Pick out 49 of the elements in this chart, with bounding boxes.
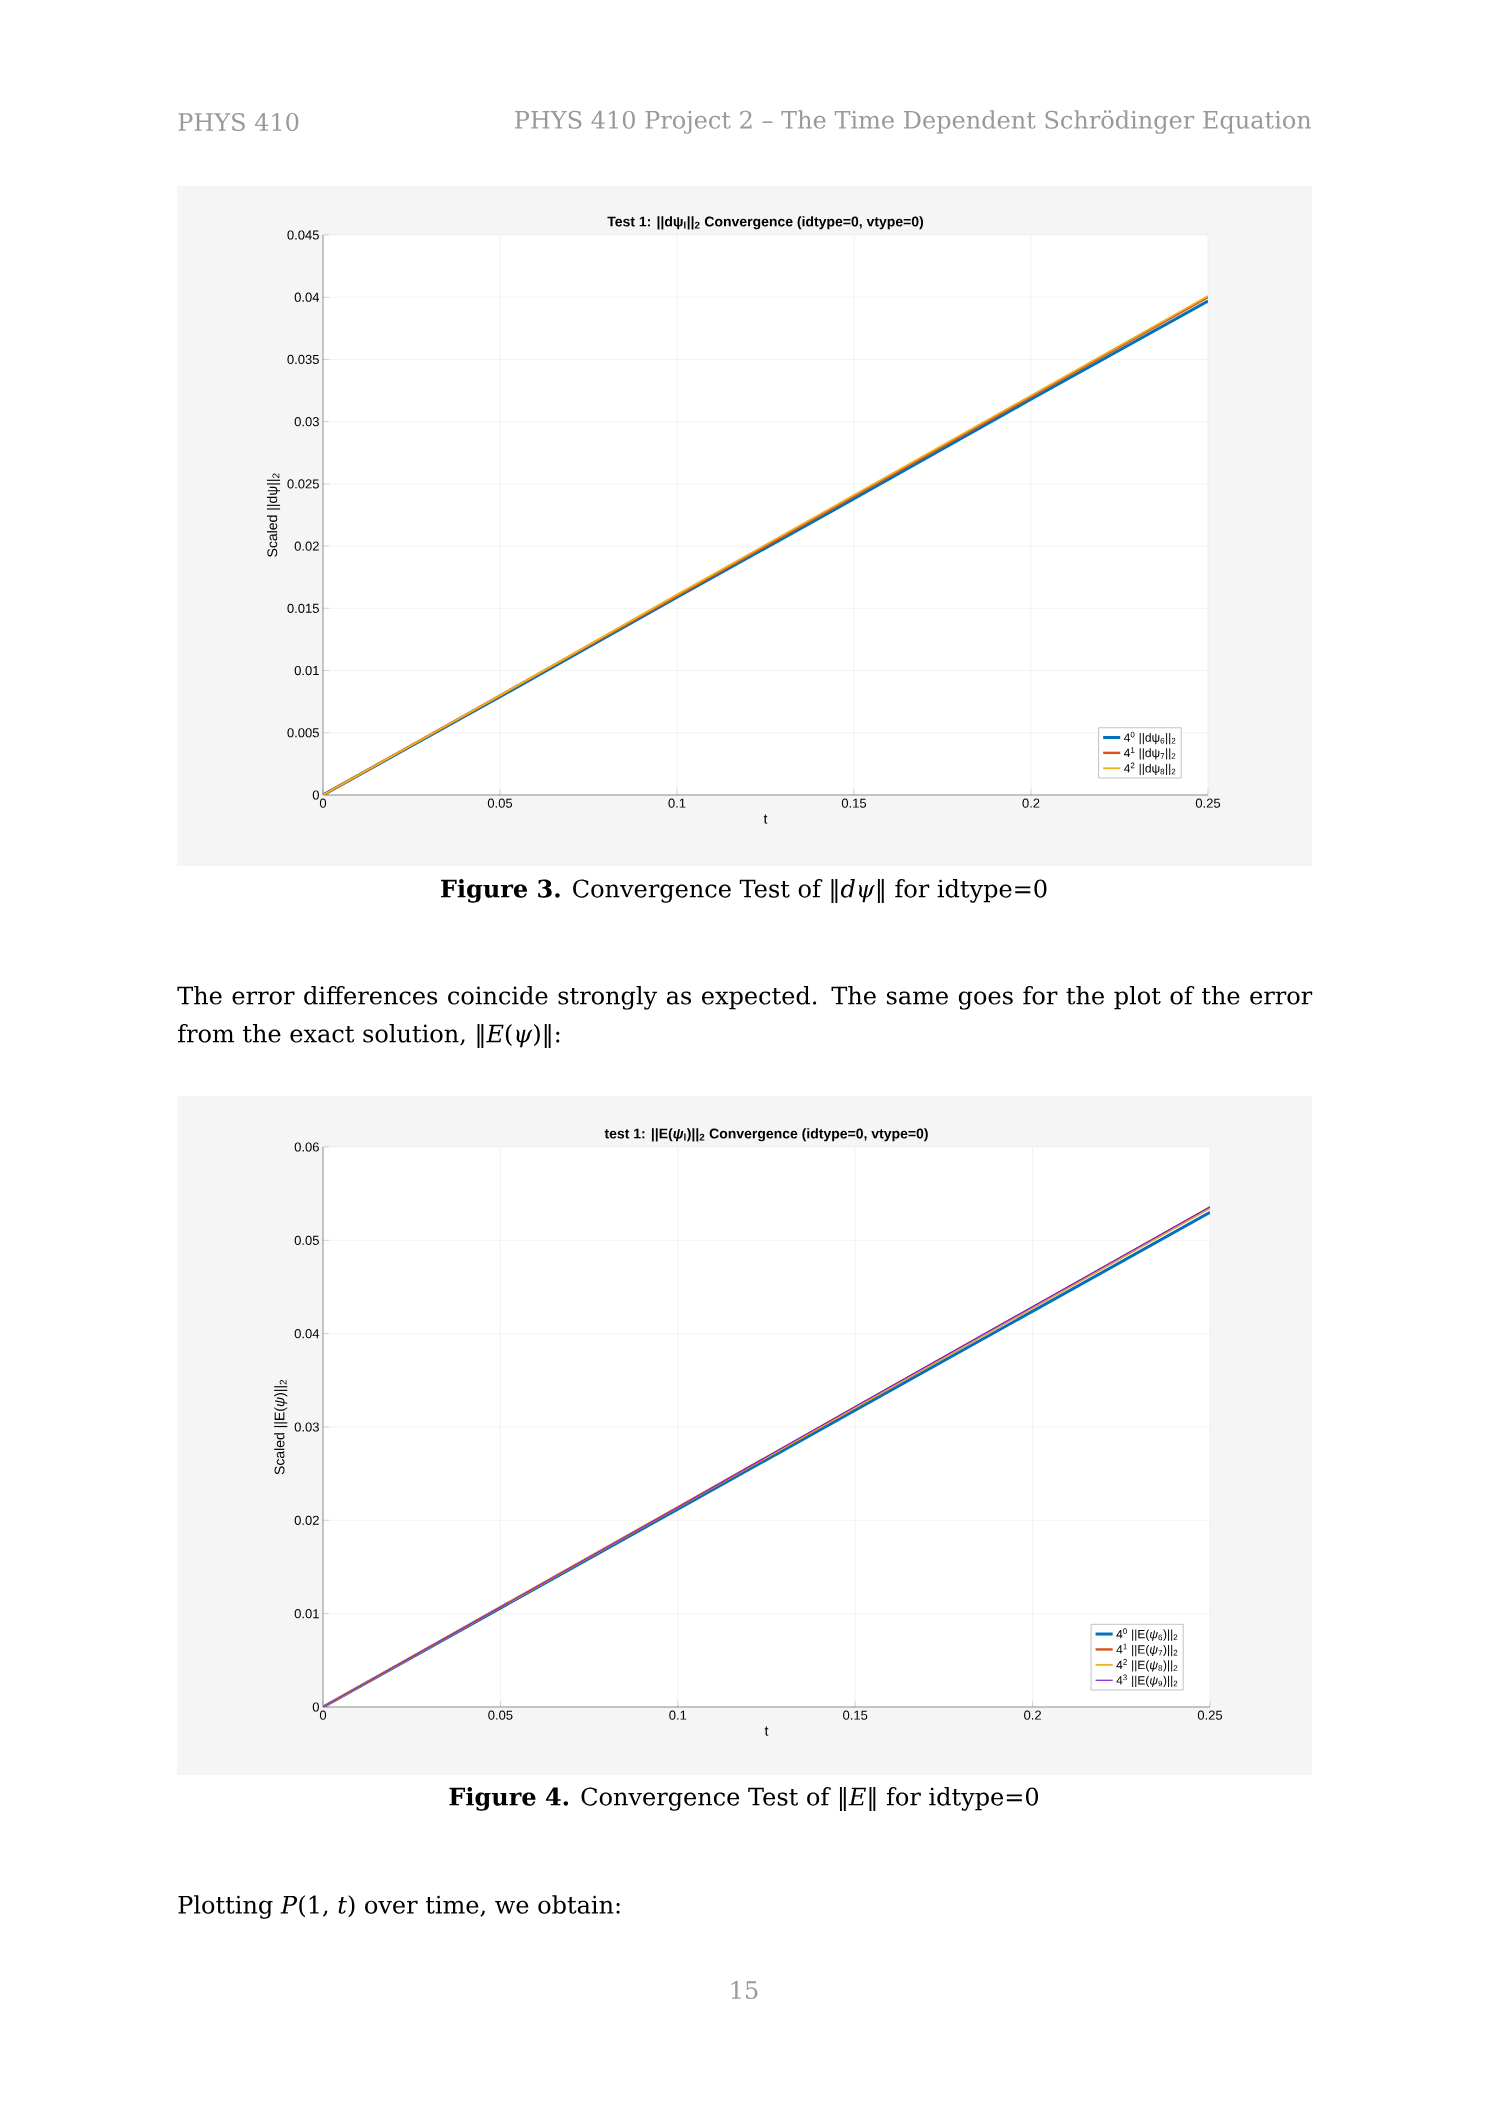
y-tick-label: 0.04 [294, 292, 320, 302]
y-tick-label: 0.01 [294, 1609, 319, 1619]
legend-label: 4$^{0}$ ||E(ψ$_{6}$)||$_{2}$ [1116, 1628, 1178, 1641]
x-tick-label: 0.1 [668, 798, 686, 808]
x-tick-label: 0 [319, 798, 327, 808]
y-tick-label: 0.06 [294, 1142, 319, 1152]
y-tick-label: 0.02 [294, 1515, 319, 1525]
y-tick-label: 0 [312, 1702, 319, 1712]
y-tick-label: 0.01 [294, 665, 319, 676]
y-tick-label: 0.025 [287, 479, 319, 489]
text: The error differences coincide strongly as expected. The same goes for the plot of the error from the exact solution, ‖E(ψ)‖: [177, 986, 1313, 1048]
chart-title: Test 1: ||dψ$_{l}$||$_{2}$ Convergence (idtype=0, vtype=0) [607, 216, 924, 230]
x-tick-label: 0.05 [487, 798, 513, 808]
x-axis-title: t [763, 814, 768, 824]
y-tick-label: 0.02 [294, 541, 319, 551]
legend-label: 4$^{2}$ ||dψ$_{8}$||$_{2}$ [1123, 762, 1176, 776]
x-axis-title: t [764, 1726, 769, 1736]
legend-label: 4$^{3}$ ||E(ψ$_{9}$)||$_{2}$ [1116, 1674, 1178, 1688]
x-tick-label: 0.2 [1024, 1710, 1041, 1720]
text: 15 [731, 1980, 758, 2000]
text: Plotting P(1, t) over time, we obtain: [178, 1895, 620, 1919]
legend-label: 4$^{1}$ ||E(ψ$_{7}$)||$_{2}$ [1116, 1643, 1178, 1657]
y-tick-label: 0.015 [287, 603, 319, 613]
legend-label: 4$^{0}$ ||dψ$_{6}$||$_{2}$ [1123, 731, 1176, 745]
x-tick-label: 0.2 [1022, 798, 1040, 808]
text: PHYS 410 [178, 112, 299, 132]
y-axis-title: Scaled ||E(ψ)||$_{2}$ [274, 1379, 288, 1475]
text: Figure 3. Convergence Test of ‖dψ‖ for idtype=0 [441, 878, 1047, 903]
x-tick-label: 0.25 [1195, 798, 1221, 808]
x-tick-label: 0.15 [843, 1710, 868, 1720]
x-tick-label: 0 [319, 1710, 327, 1720]
y-axis-title: Scaled ||dψ||$_{2}$ [266, 473, 281, 557]
text: PHYS 410 Project 2 – The Time Dependent Schrödinger Equation [515, 110, 1312, 134]
x-tick-label: 0.25 [1197, 1710, 1223, 1720]
x-tick-label: 0.05 [488, 1710, 513, 1720]
x-tick-label: 0.1 [669, 1710, 687, 1720]
legend-label: 4$^{1}$ ||dψ$_{7}$||$_{2}$ [1123, 747, 1176, 760]
legend-label: 4$^{2}$ ||E(ψ$_{8}$)||$_{2}$ [1116, 1659, 1178, 1672]
y-tick-label: 0.005 [287, 728, 319, 738]
y-tick-label: 0 [312, 790, 319, 800]
y-tick-label: 0.035 [287, 354, 319, 365]
y-tick-label: 0.05 [294, 1235, 319, 1245]
y-tick-label: 0.03 [294, 1422, 319, 1432]
y-tick-label: 0.03 [294, 417, 319, 427]
chart-title: test 1: ||E(ψ$_{l}$)||$_{2}$ Convergence (idtype=0, vtype=0) [604, 1128, 928, 1142]
x-tick-label: 0.15 [841, 798, 867, 808]
y-tick-label: 0.04 [294, 1329, 320, 1339]
text: Figure 4. Convergence Test of ‖E‖ for idtype=0 [449, 1787, 1039, 1811]
y-tick-label: 0.045 [287, 230, 319, 240]
